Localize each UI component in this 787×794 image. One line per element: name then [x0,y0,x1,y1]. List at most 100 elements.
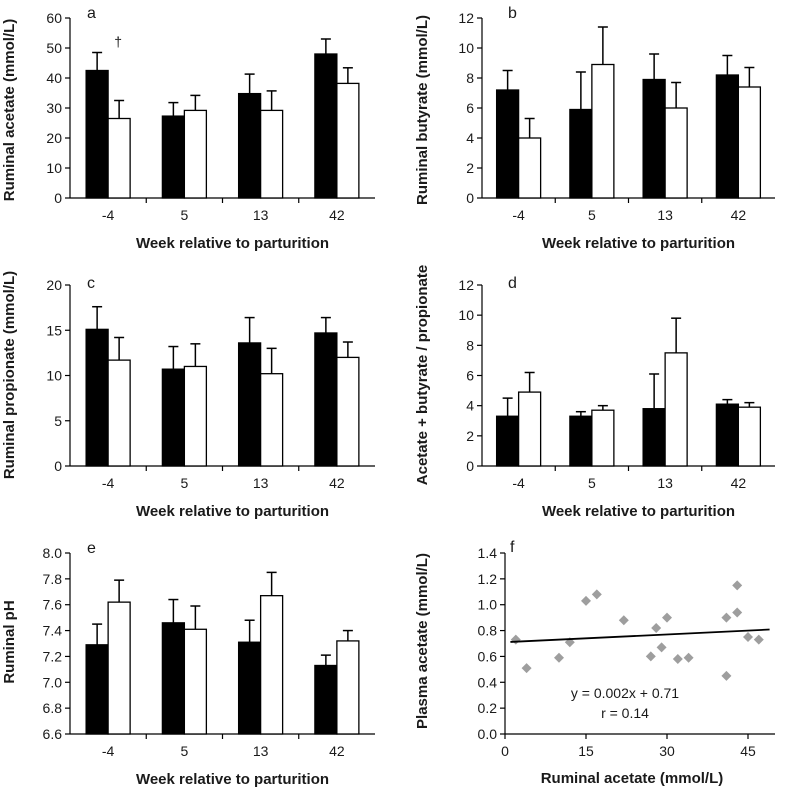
bar-white-week-13 [259,373,284,467]
bar-white-week--4 [517,391,542,467]
bar-black-week-13 [237,342,262,467]
y-tick-label: 60 [46,10,62,26]
y-axis-label: Ruminal pH [1,600,18,683]
correlation-coefficient: r = 0.14 [601,705,649,721]
bar-black-week--4 [85,328,109,467]
y-tick-label: 0 [54,190,62,206]
bar-white-week-5 [183,365,208,467]
panel-f: 0.0 0.2 0.4 0.6 0.8 1.0 1.2 1.4 Plasma acetate (… [414,539,775,787]
bar-white-week-42 [737,406,762,467]
y-tick-label: 4 [466,398,474,414]
x-tick-label: 42 [329,475,345,491]
x-tick-label: 42 [731,475,747,491]
bar-white-week-42 [336,640,360,735]
y-tick-label: 20 [46,130,62,146]
y-tick-label: 0 [466,458,474,474]
bar-white-week-5 [183,628,208,735]
bar-black-week--4 [495,89,520,199]
y-tick-label: 40 [46,70,62,86]
bar-black-week--4 [85,69,109,199]
x-tick-label: -4 [512,207,525,223]
x-tick-label: 5 [588,207,596,223]
x-tick-label: 45 [740,743,756,759]
scatter-point [732,607,743,618]
panel-letter: f [510,539,515,556]
y-axis-label: Plasma acetate (mmol/L) [414,553,431,729]
y-tick-label: 8 [466,337,474,353]
x-tick-label: 42 [731,207,747,223]
bar-white-week--4 [517,137,542,199]
y-tick-label: 0.4 [478,674,498,690]
y-tick-label: 5 [54,413,62,429]
regression-equation: y = 0.002x + 0.71 [571,685,679,701]
y-axis-label: Ruminal butyrate (mmol/L) [414,15,431,205]
y-tick-label: 7.2 [43,648,63,664]
x-tick-label: 13 [253,475,269,491]
scatter-point [591,589,602,600]
y-axis-label: Acetate + butyrate / propionate [414,265,431,485]
y-tick-label: 0.0 [478,726,498,742]
y-tick-label: 12 [458,277,474,293]
bar-white-week-13 [259,109,284,199]
bar-black-week--4 [85,644,109,735]
y-axis-label: Ruminal acetate (mmol/L) [1,19,18,202]
scatter-point [510,634,521,645]
bar-black-week-42 [715,74,740,199]
regression-line [510,628,770,643]
bar-black-week-5 [161,115,186,199]
bar-black-week-5 [161,622,186,735]
x-tick-label: 42 [329,207,345,223]
y-tick-label: 4 [466,130,474,146]
panel-letter: e [87,540,96,557]
scatter-point [753,634,764,645]
x-tick-label: 5 [180,475,188,491]
bar-white-week--4 [107,359,131,467]
y-tick-label: 7.6 [43,597,63,613]
panel-a: 0 10 20 30 40 50 60 Ruminal acetate (mmol/L) a -4… [1,5,375,252]
x-tick-label: 13 [657,207,673,223]
y-tick-label: 7.0 [43,674,63,690]
x-axis-label: Week relative to parturition [136,771,329,788]
x-tick-label: 13 [253,207,269,223]
x-tick-label: 30 [659,743,675,759]
scatter-point [743,632,753,643]
y-tick-label: 0 [54,458,62,474]
panel-letter: c [87,275,95,292]
y-tick-label: 8 [466,70,474,86]
y-tick-label: 10 [46,368,62,384]
y-tick-label: 50 [46,40,62,56]
y-tick-label: 20 [46,277,62,293]
x-tick-label: 42 [329,743,345,759]
bar-black-week-42 [715,403,740,467]
bar-white-week-42 [336,356,360,467]
bar-white-week-13 [259,595,284,735]
x-axis-label: Week relative to parturition [136,503,329,520]
y-tick-label: 7.8 [43,571,63,587]
y-tick-label: 10 [458,40,474,56]
y-tick-label: 12 [458,10,474,26]
bar-black-week-13 [237,92,262,199]
bar-black-week-42 [314,664,338,735]
y-tick-label: 1.2 [478,571,498,587]
bar-white-week-5 [183,109,208,199]
scatter-point [732,580,743,591]
bar-white-week-5 [591,63,615,199]
scatter-point [721,670,732,681]
bar-black-week--4 [495,415,520,467]
y-tick-label: 0.2 [478,700,498,716]
scatter-point [656,642,667,653]
bar-black-week-13 [642,78,666,199]
scatter-point [645,651,656,662]
y-tick-label: 10 [458,307,474,323]
panel-letter: b [508,5,517,22]
x-axis-label: Week relative to parturition [136,235,329,252]
bar-black-week-42 [314,53,338,199]
scatter-point [581,595,591,606]
y-axis-label: Ruminal propionate (mmol/L) [1,271,18,479]
bar-black-week-5 [569,415,593,467]
x-tick-label: 5 [180,743,188,759]
bar-white-week-42 [336,82,360,199]
x-tick-label: 13 [657,475,673,491]
scatter-point [618,615,629,626]
